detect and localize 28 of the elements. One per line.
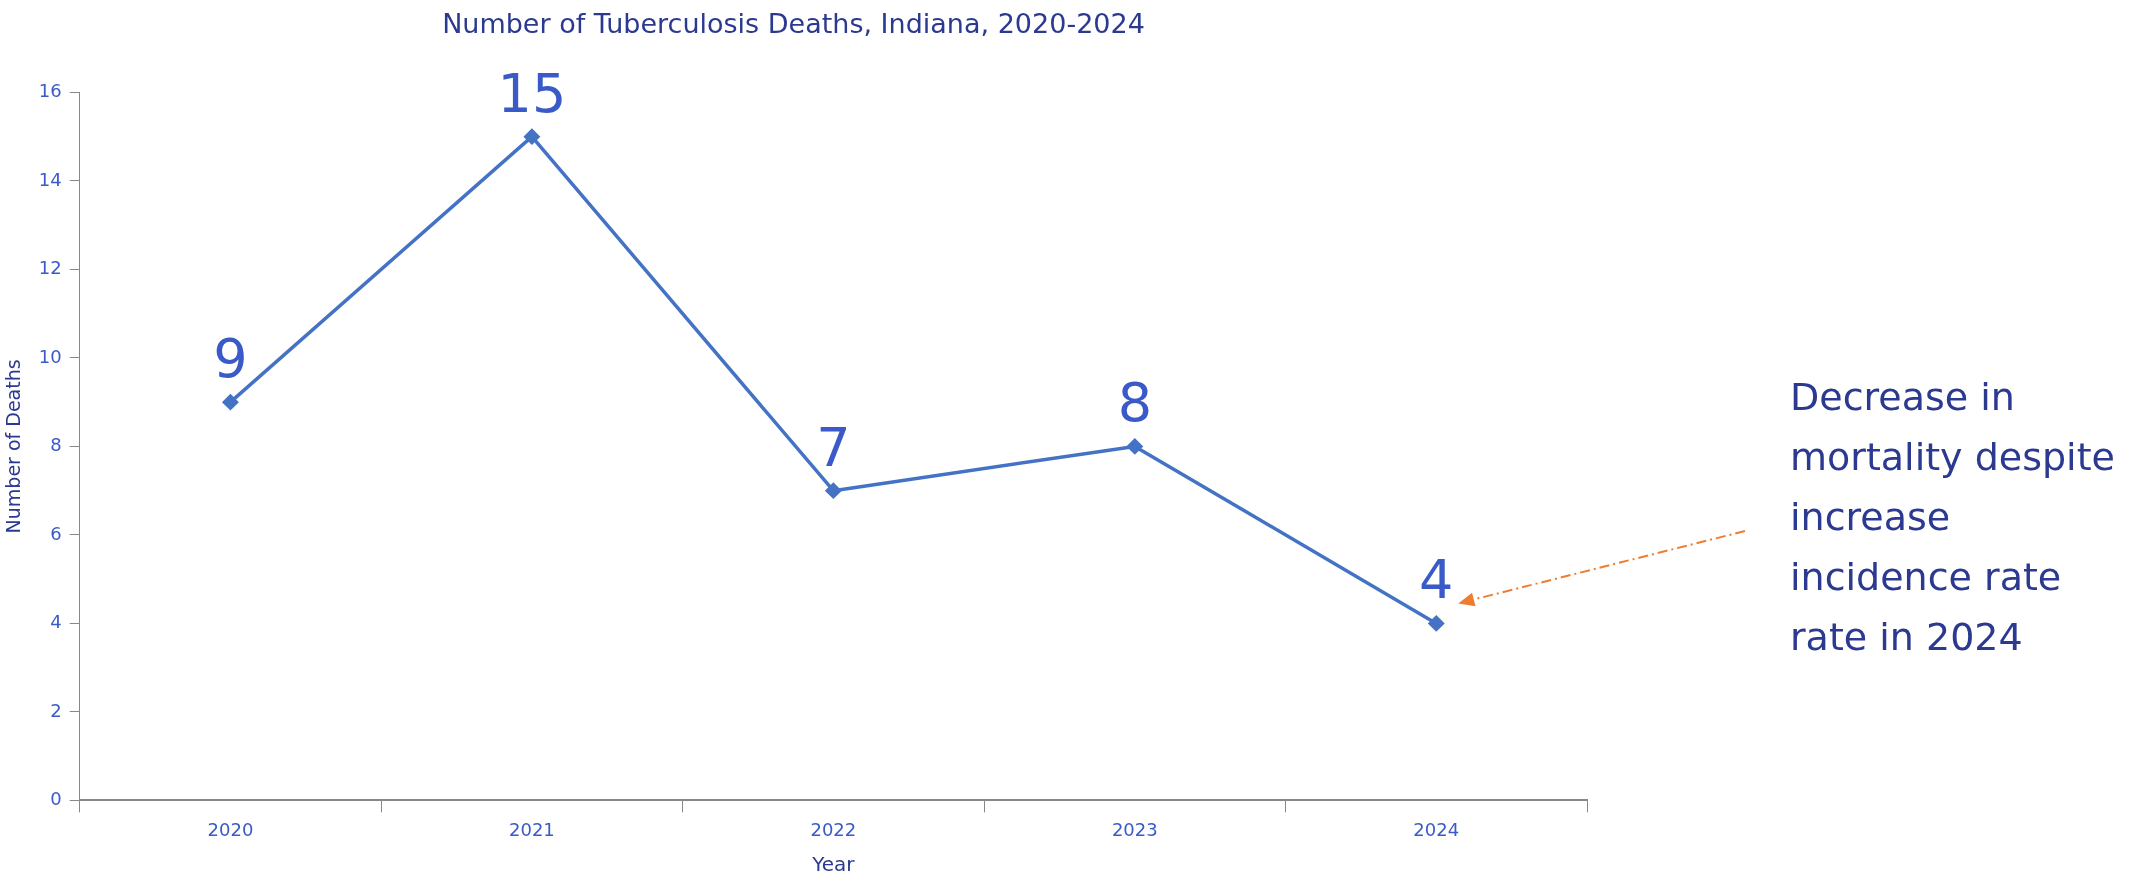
point	[222, 394, 239, 410]
text: Decrease in mortality despite increase incidence rate rate in 2024	[1790, 374, 2115, 659]
data-label: 15	[497, 61, 567, 125]
y-tick-label: 14	[38, 168, 62, 190]
y-tick-label: 6	[50, 522, 62, 544]
y-tick-label: 16	[38, 80, 62, 102]
point	[825, 482, 842, 499]
data-label: 8	[1117, 371, 1152, 435]
data-label: 7	[816, 415, 851, 479]
point	[1428, 615, 1445, 632]
x-tick-label: 2020	[207, 818, 254, 840]
data-label: 9	[213, 327, 248, 391]
y-tick-label: 0	[50, 788, 62, 810]
y-axis-title: Number of Deaths	[2, 359, 25, 534]
y-tick-label: 12	[38, 257, 62, 279]
point	[1127, 438, 1143, 455]
x-tick-label: 2024	[1413, 818, 1460, 840]
y-tick-label: 10	[38, 345, 62, 367]
x-tick-label: 2022	[810, 818, 857, 840]
x-tick-label: 2021	[508, 818, 555, 840]
y-tick-label: 4	[50, 611, 62, 633]
point	[524, 128, 540, 145]
y-tick-label: 2	[50, 699, 62, 721]
chart-title: Number of Tuberculosis Deaths, Indiana, 2020-2024	[442, 8, 1145, 40]
x-tick-label: 2023	[1111, 818, 1158, 840]
y-tick-label: 8	[50, 434, 62, 456]
data-label: 4	[1419, 548, 1454, 612]
x-axis-title: Year	[811, 852, 856, 877]
